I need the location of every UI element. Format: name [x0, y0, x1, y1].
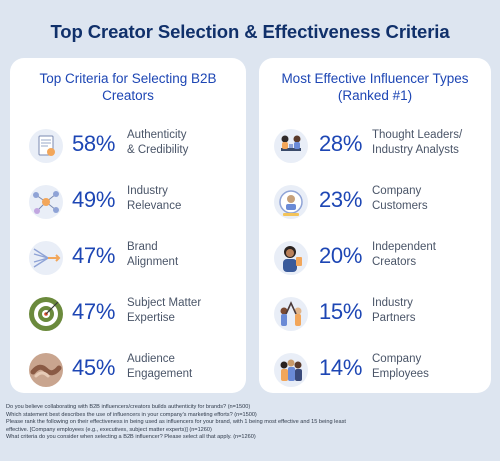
criteria-value: 47% — [72, 243, 116, 268]
footnotes: Do you believe collaborating with B2B in… — [6, 404, 496, 442]
criteria-label-line: Brand — [127, 241, 158, 253]
criteria-label: Subject Matter Expertise — [127, 296, 237, 326]
influencer-value: 14% — [319, 355, 363, 380]
criteria-label: Authenticity & Credibility — [127, 128, 237, 158]
criteria-value: 49% — [72, 187, 116, 212]
influencer-label-line: Employees — [372, 368, 429, 380]
influencer-value: 20% — [319, 243, 363, 268]
criteria-card-title: Top Criteria for Selecting B2B Creators — [10, 70, 246, 104]
criteria-row: 47% Subject Matter Expertise — [10, 296, 246, 342]
criteria-row: 58% Authenticity & Credibility — [10, 128, 246, 174]
page-title: Top Creator Selection & Effectiveness Cr… — [50, 21, 450, 42]
criteria-label-line: Authenticity — [127, 129, 187, 141]
influencer-label: Company Customers — [372, 184, 482, 214]
criteria-label: Brand Alignment — [127, 240, 237, 270]
influencer-label: Industry Partners — [372, 296, 482, 326]
influencer-label-line: Partners — [372, 312, 416, 324]
criteria-label-line: Industry — [127, 185, 168, 197]
influencer-label-line: Creators — [372, 256, 417, 268]
criteria-label-line: Subject Matter — [127, 297, 202, 309]
criteria-label-line: Audience — [127, 353, 175, 365]
influencer-value: 15% — [319, 299, 363, 324]
criteria-title-line-1: Top Criteria for Selecting B2B — [39, 71, 217, 86]
footnote-line: Which statement best describes the use o… — [6, 411, 257, 418]
influencer-value: 28% — [319, 131, 363, 156]
influencer-label: Company Employees — [372, 352, 482, 382]
influencer-row: 14% Company Employees — [259, 352, 491, 398]
criteria-value: 47% — [72, 299, 116, 324]
influencer-card-title: Most Effective Influencer Types (Ranked … — [259, 70, 491, 104]
influencer-title-line-2: (Ranked #1) — [337, 88, 413, 103]
target-arrow-icon — [28, 296, 64, 332]
influencer-label-line: Company — [372, 353, 422, 365]
network-nodes-icon — [28, 184, 64, 220]
criteria-label: Industry Relevance — [127, 184, 237, 214]
customer-badge-icon — [273, 184, 309, 220]
criteria-label-line: Relevance — [127, 200, 182, 212]
influencer-label-line: Company — [372, 185, 422, 197]
criteria-row: 47% Brand Alignment — [10, 240, 246, 286]
footnote-line: Do you believe collaborating with B2B in… — [6, 404, 251, 410]
document-check-icon — [28, 128, 64, 164]
influencer-row: 15% Industry Partners — [259, 296, 491, 342]
influencer-label: Independent Creators — [372, 240, 482, 270]
criteria-label-line: Alignment — [127, 256, 179, 268]
criteria-label: Audience Engagement — [127, 352, 237, 382]
employees-group-icon — [273, 352, 309, 388]
people-table-icon — [273, 128, 309, 164]
influencer-label-line: Industry Analysts — [372, 144, 459, 156]
criteria-title-line-2: Creators — [102, 88, 154, 103]
criteria-label-line: & Credibility — [127, 144, 189, 156]
creator-person-icon — [273, 240, 309, 276]
influencer-row: 23% Company Customers — [259, 184, 491, 230]
partners-highfive-icon — [273, 296, 309, 332]
influencer-row: 28% Thought Leaders/ Industry Analysts — [259, 128, 491, 174]
criteria-label-line: Engagement — [127, 368, 193, 380]
criteria-value: 45% — [72, 355, 116, 380]
footnote-line: effective. [Company employees (e.g., exe… — [6, 426, 212, 433]
influencer-value: 23% — [319, 187, 363, 212]
criteria-row: 49% Industry Relevance — [10, 184, 246, 230]
footnote-line: What criteria do you consider when selec… — [6, 434, 256, 441]
influencer-label-line: Thought Leaders/ — [372, 129, 463, 141]
criteria-value: 58% — [72, 131, 116, 156]
influencer-label-line: Industry — [372, 297, 413, 309]
criteria-label-line: Expertise — [127, 312, 175, 324]
criteria-card: Top Criteria for Selecting B2B Creators … — [10, 58, 246, 393]
handshake-icon — [28, 352, 64, 388]
footnote-line: Please rank the following on their effec… — [6, 419, 346, 426]
influencer-row: 20% Independent Creators — [259, 240, 491, 286]
arrows-align-icon — [28, 240, 64, 276]
influencer-types-card: Most Effective Influencer Types (Ranked … — [259, 58, 491, 393]
influencer-title-line-1: Most Effective Influencer Types — [281, 71, 469, 86]
influencer-label-line: Customers — [372, 200, 428, 212]
influencer-label: Thought Leaders/ Industry Analysts — [372, 128, 482, 158]
criteria-row: 45% Audience Engagement — [10, 352, 246, 398]
influencer-label-line: Independent — [372, 241, 436, 253]
